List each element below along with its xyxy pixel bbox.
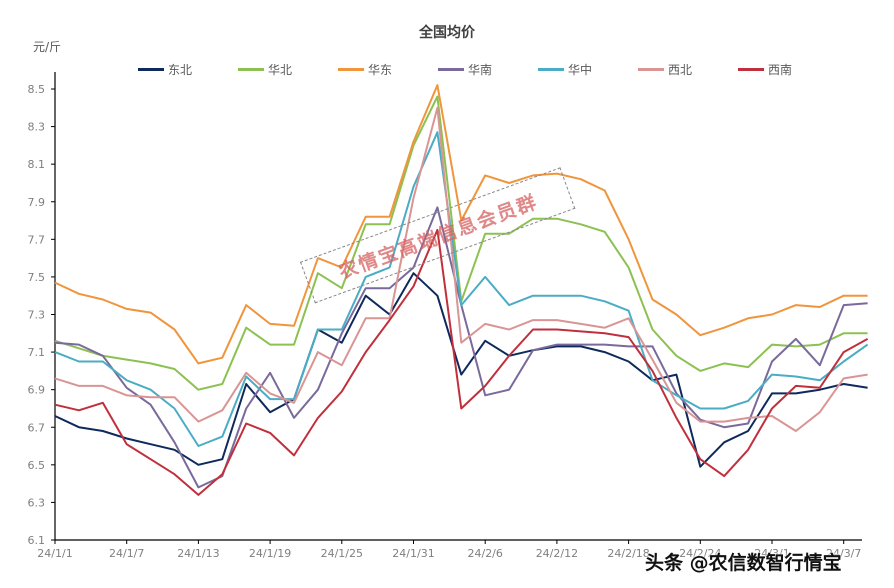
series-line-华东 xyxy=(54,84,868,365)
legend-swatch xyxy=(338,68,364,71)
series-line-西北 xyxy=(54,106,868,432)
legend-swatch xyxy=(438,68,464,71)
x-tick-label: 24/1/19 xyxy=(249,547,291,560)
y-tick-label: 6.1 xyxy=(28,534,46,547)
series-line-西南 xyxy=(54,228,869,496)
legend-item: 西南 xyxy=(738,61,838,78)
x-tick-label: 24/1/7 xyxy=(109,547,144,560)
legend-label: 华中 xyxy=(568,63,593,77)
x-tick-label: 24/2/24 xyxy=(679,547,721,560)
legend-label: 华南 xyxy=(468,63,493,77)
y-tick-label: 6.9 xyxy=(28,384,46,397)
legend-item: 华东 xyxy=(338,61,438,78)
x-tick-label: 24/2/6 xyxy=(467,547,502,560)
legend-item: 华北 xyxy=(238,61,338,78)
y-tick-label: 7.7 xyxy=(28,233,46,246)
series-line-华中 xyxy=(54,131,869,447)
legend-item: 东北 xyxy=(138,61,238,78)
y-tick-label: 6.7 xyxy=(28,421,46,434)
y-tick-label: 7.3 xyxy=(28,309,46,322)
chart-legend: 东北 华北 华东 华南 华中 西北 西南 xyxy=(138,61,838,78)
legend-label: 华东 xyxy=(368,63,393,77)
x-tick-label: 24/2/12 xyxy=(536,547,578,560)
y-tick-label: 7.5 xyxy=(28,271,46,284)
legend-swatch xyxy=(638,68,664,71)
source-watermark: 头条 @农信数智行情宝 xyxy=(645,552,842,574)
y-tick-label: 8.5 xyxy=(28,83,46,96)
x-tick-label: 24/1/31 xyxy=(392,547,434,560)
legend-label: 西北 xyxy=(668,63,693,77)
x-tick-label: 24/1/1 xyxy=(37,547,72,560)
series-line-东北 xyxy=(54,272,868,468)
legend-item: 华中 xyxy=(538,61,638,78)
x-tick-label: 24/1/25 xyxy=(321,547,363,560)
y-tick-label: 7.1 xyxy=(28,346,46,359)
legend-swatch xyxy=(238,68,264,71)
legend-swatch xyxy=(538,68,564,71)
y-axis-unit: 元/斤 xyxy=(33,40,62,54)
legend-swatch xyxy=(138,68,164,71)
legend-swatch xyxy=(738,68,764,71)
legend-label: 东北 xyxy=(168,63,193,77)
y-tick-label: 6.3 xyxy=(28,496,46,509)
legend-item: 华南 xyxy=(438,61,538,78)
x-tick-label: 24/2/18 xyxy=(607,547,649,560)
y-tick-label: 6.5 xyxy=(28,459,46,472)
x-tick-label: 24/1/13 xyxy=(177,547,219,560)
legend-label: 华北 xyxy=(268,63,293,77)
y-tick-label: 8.1 xyxy=(28,158,46,171)
x-tick-label: 24/3/7 xyxy=(826,547,861,560)
legend-item: 西北 xyxy=(638,61,738,78)
legend-label: 西南 xyxy=(768,63,793,77)
chart-title: 全国均价 xyxy=(419,25,475,41)
x-tick-label: 24/3/1 xyxy=(754,547,789,560)
y-tick-label: 7.9 xyxy=(28,196,46,209)
y-tick-label: 8.3 xyxy=(28,121,46,134)
